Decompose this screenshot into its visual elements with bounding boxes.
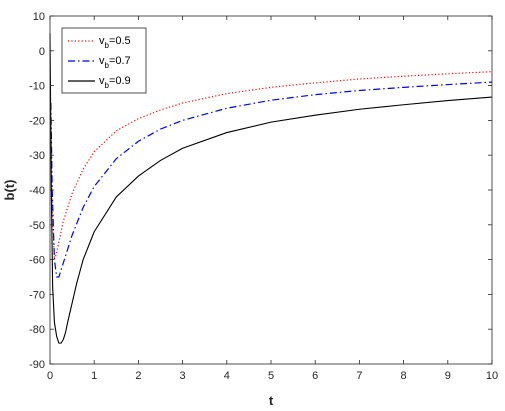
y-tick-label: -90 (29, 359, 45, 371)
x-axis-ticks: 0 1 2 3 4 5 6 7 8 9 10 (47, 16, 498, 382)
y-tick-label: 10 (33, 11, 45, 23)
y-tick-label: -50 (29, 220, 45, 232)
y-tick-label: -80 (29, 324, 45, 336)
x-tick-label: 8 (401, 370, 407, 382)
x-tick-label: 0 (47, 370, 53, 382)
series-line-3 (49, 33, 493, 344)
x-tick-label: 5 (268, 370, 274, 382)
y-tick-label: -70 (29, 289, 45, 301)
y-tick-label: -60 (29, 255, 45, 267)
y-axis-ticks: 10 0 -10 -20 -30 -40 -50 -60 -70 -80 -90 (29, 11, 492, 371)
legend-label-1: vb=0.5 (99, 35, 131, 50)
legend-label-3: vb=0.9 (99, 75, 131, 90)
y-axis-label: b(t) (2, 180, 17, 201)
y-tick-label: -40 (29, 185, 45, 197)
series-line-2 (50, 81, 493, 278)
legend: vb=0.5 vb=0.7 vb=0.9 (61, 27, 147, 94)
legend-box (61, 27, 147, 94)
x-tick-label: 10 (486, 370, 498, 382)
y-tick-label: -20 (29, 115, 45, 127)
x-tick-label: 3 (180, 370, 186, 382)
series-layer (49, 33, 493, 344)
x-tick-label: 1 (91, 370, 97, 382)
x-tick-label: 6 (312, 370, 318, 382)
x-tick-label: 7 (356, 370, 362, 382)
x-tick-label: 9 (445, 370, 451, 382)
y-tick-label: 0 (39, 46, 45, 58)
x-axis-label: t (269, 393, 274, 408)
legend-label-2: vb=0.7 (99, 55, 131, 70)
y-tick-label: -10 (29, 81, 45, 93)
x-tick-label: 4 (224, 370, 230, 382)
y-tick-label: -30 (29, 150, 45, 162)
x-tick-label: 2 (135, 370, 141, 382)
